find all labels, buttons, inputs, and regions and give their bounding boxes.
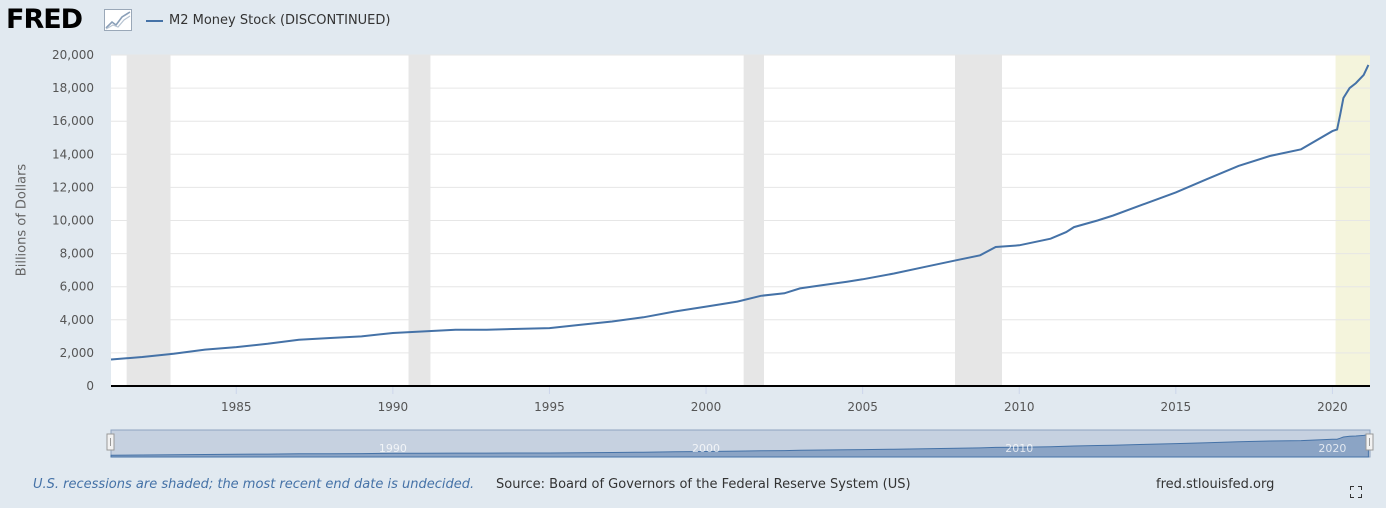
- chart-legend[interactable]: M2 Money Stock (DISCONTINUED): [146, 13, 390, 28]
- x-tick-label: 2020: [1317, 400, 1348, 414]
- y-tick-label: 8,000: [60, 247, 94, 261]
- grid-lines: [111, 54, 1370, 354]
- y-tick-label: 10,000: [52, 214, 94, 228]
- x-tick-label: 2005: [847, 400, 878, 414]
- series-line-m2: [110, 64, 1370, 361]
- site-link[interactable]: fred.stlouisfed.org: [1156, 477, 1275, 492]
- legend-swatch: [146, 19, 163, 22]
- x-axis-ticks: 1985 1990 1995 2000 2005 2010 2015 2020: [221, 386, 1348, 414]
- line-chart[interactable]: 0 2,000 4,000 6,000 8,000 10,000 12,000 14,000 1…: [0, 0, 1386, 470]
- y-tick-label: 16,000: [52, 114, 94, 128]
- y-tick-label: 2,000: [60, 346, 94, 360]
- navigator-labels: 1990 2000 2010 2020: [379, 442, 1347, 455]
- y-tick-label: 20,000: [52, 48, 94, 62]
- fullscreen-icon[interactable]: [1350, 486, 1362, 498]
- x-tick-label: 2000: [691, 400, 722, 414]
- y-tick-label: 12,000: [52, 180, 94, 194]
- x-tick-label: 1995: [534, 400, 565, 414]
- y-tick-label: 14,000: [52, 147, 94, 161]
- x-tick-label: 1990: [378, 400, 409, 414]
- source-text: Source: Board of Governors of the Federa…: [496, 477, 911, 492]
- fred-logo[interactable]: FRED: [6, 4, 83, 35]
- recession-note: U.S. recessions are shaded; the most rec…: [33, 477, 475, 492]
- x-tick-label: 2010: [1004, 400, 1035, 414]
- navigator-label: 2010: [1005, 442, 1033, 455]
- y-axis-ticks: 0 2,000 4,000 6,000 8,000 10,000 12,000 14,000 1…: [52, 48, 94, 393]
- y-tick-label: 4,000: [60, 313, 94, 327]
- y-tick-label: 6,000: [60, 280, 94, 294]
- trend-graph-icon: [104, 9, 132, 31]
- navigator[interactable]: 1990 2000 2010 2020: [106, 429, 1374, 458]
- x-tick-label: 2015: [1161, 400, 1192, 414]
- navigator-area: [110, 434, 1369, 458]
- navigator-label: 1990: [379, 442, 407, 455]
- legend-label: M2 Money Stock (DISCONTINUED): [169, 13, 391, 28]
- y-tick-label: 0: [86, 379, 94, 393]
- x-tick-label: 1985: [221, 400, 252, 414]
- y-tick-label: 18,000: [52, 81, 94, 95]
- navigator-label: 2000: [692, 442, 720, 455]
- navigator-label: 2020: [1318, 442, 1346, 455]
